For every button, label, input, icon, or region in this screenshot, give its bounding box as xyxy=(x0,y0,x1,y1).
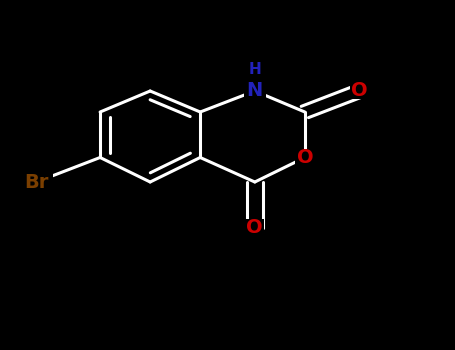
Text: H: H xyxy=(248,62,261,77)
FancyBboxPatch shape xyxy=(244,82,266,101)
Text: N: N xyxy=(247,82,263,100)
Text: O: O xyxy=(247,218,263,237)
Text: Br: Br xyxy=(24,173,49,191)
FancyBboxPatch shape xyxy=(19,173,54,192)
FancyBboxPatch shape xyxy=(350,83,369,99)
FancyBboxPatch shape xyxy=(245,219,264,236)
FancyBboxPatch shape xyxy=(295,149,314,166)
Text: O: O xyxy=(351,82,368,100)
Text: O: O xyxy=(297,148,313,167)
